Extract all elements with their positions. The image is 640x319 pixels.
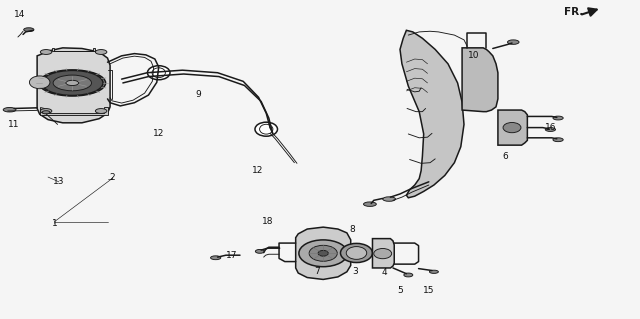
Ellipse shape — [42, 70, 103, 95]
Ellipse shape — [299, 240, 348, 267]
Ellipse shape — [40, 49, 52, 55]
Text: 4: 4 — [381, 268, 387, 277]
Text: 6: 6 — [503, 152, 508, 161]
Text: 1: 1 — [52, 219, 57, 228]
Ellipse shape — [508, 40, 519, 44]
Ellipse shape — [66, 80, 79, 85]
Ellipse shape — [340, 243, 372, 263]
Text: 13: 13 — [53, 177, 65, 186]
Ellipse shape — [404, 273, 413, 277]
Ellipse shape — [147, 66, 170, 80]
Polygon shape — [40, 107, 108, 115]
Text: 17: 17 — [226, 251, 237, 260]
Ellipse shape — [39, 70, 106, 96]
Polygon shape — [52, 48, 95, 51]
Text: 11: 11 — [8, 120, 20, 129]
Ellipse shape — [255, 249, 264, 253]
Text: 14: 14 — [13, 10, 25, 19]
Ellipse shape — [545, 128, 556, 131]
Text: 5: 5 — [397, 286, 403, 295]
Text: 8: 8 — [349, 225, 355, 234]
Ellipse shape — [40, 108, 52, 114]
Text: 12: 12 — [153, 130, 164, 138]
Text: 2: 2 — [109, 173, 115, 182]
Ellipse shape — [95, 108, 107, 114]
Text: 12: 12 — [252, 166, 264, 175]
Ellipse shape — [346, 247, 367, 259]
Ellipse shape — [503, 122, 521, 133]
Ellipse shape — [260, 124, 273, 134]
Ellipse shape — [152, 68, 165, 78]
Text: 3: 3 — [353, 267, 358, 276]
Ellipse shape — [53, 75, 92, 91]
Ellipse shape — [29, 76, 50, 89]
Polygon shape — [37, 48, 110, 123]
Text: FR.: FR. — [564, 7, 584, 17]
Polygon shape — [296, 227, 351, 279]
Text: 10: 10 — [468, 51, 479, 60]
Ellipse shape — [95, 49, 107, 55]
Polygon shape — [372, 239, 394, 268]
Ellipse shape — [24, 28, 34, 32]
Text: 15: 15 — [423, 286, 435, 295]
Ellipse shape — [553, 116, 563, 120]
Text: 7: 7 — [314, 267, 319, 276]
Text: 18: 18 — [262, 217, 273, 226]
Ellipse shape — [42, 111, 50, 114]
Ellipse shape — [429, 270, 438, 273]
Polygon shape — [498, 110, 527, 145]
Polygon shape — [462, 48, 498, 112]
Ellipse shape — [255, 122, 278, 136]
Ellipse shape — [364, 202, 376, 206]
Ellipse shape — [374, 249, 392, 259]
Polygon shape — [400, 30, 464, 198]
Ellipse shape — [309, 245, 337, 261]
Ellipse shape — [318, 250, 328, 256]
Ellipse shape — [3, 108, 16, 112]
Ellipse shape — [553, 138, 563, 142]
Ellipse shape — [211, 256, 221, 260]
Text: 16: 16 — [545, 123, 556, 132]
Ellipse shape — [383, 197, 396, 201]
Text: 9: 9 — [196, 90, 201, 99]
